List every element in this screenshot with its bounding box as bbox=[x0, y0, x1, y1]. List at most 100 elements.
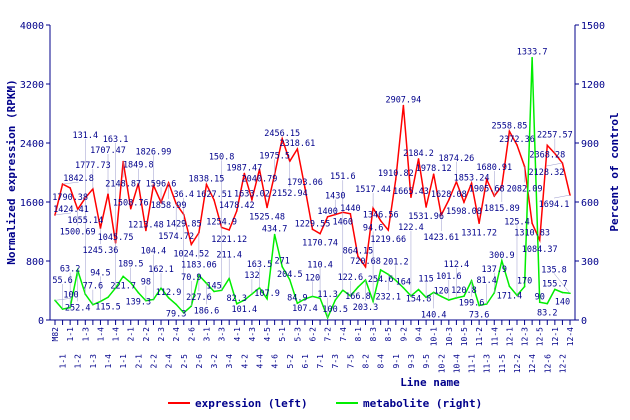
data-point bbox=[304, 298, 306, 300]
x-tick-label: 7-2 bbox=[324, 327, 333, 342]
data-label: 2372.36 bbox=[499, 135, 535, 145]
data-point bbox=[493, 292, 496, 294]
data-label: 77.6 bbox=[83, 282, 103, 292]
data-label: 1874.26 bbox=[438, 154, 474, 164]
x-tick-label: 2-6 bbox=[187, 327, 196, 342]
data-point bbox=[417, 288, 420, 291]
data-label: 1024.52 bbox=[173, 249, 209, 259]
data-label: 1254.9 bbox=[206, 217, 237, 227]
y-left-tick-label: 4000 bbox=[20, 21, 44, 32]
data-point bbox=[167, 296, 170, 299]
data-label: 122.6 bbox=[338, 273, 364, 283]
data-label: 132 bbox=[244, 271, 259, 281]
data-label: 1665.43 bbox=[393, 187, 429, 197]
data-label: 2318.61 bbox=[279, 139, 315, 149]
data-point bbox=[425, 206, 427, 208]
data-label: 720.68 bbox=[350, 257, 381, 267]
data-label: 227.6 bbox=[186, 293, 212, 303]
data-point bbox=[485, 178, 488, 181]
data-label: 252.4 bbox=[65, 303, 91, 313]
data-label: 107.4 bbox=[292, 304, 318, 314]
data-label: 154.8 bbox=[406, 295, 432, 305]
data-point bbox=[288, 278, 291, 281]
label-leader bbox=[62, 181, 79, 185]
data-label: 232.1 bbox=[375, 292, 401, 302]
x-tick-label: 4-4 bbox=[255, 354, 264, 369]
x-tick-label: 12-6 bbox=[543, 354, 552, 373]
data-point bbox=[296, 302, 299, 305]
x-tick-label: 2-4 bbox=[165, 354, 174, 369]
data-label: 1910.82 bbox=[378, 169, 414, 179]
data-point bbox=[341, 289, 344, 291]
x-tick-label: 12-5 bbox=[536, 327, 545, 346]
x-tick-label: 12-4 bbox=[528, 354, 537, 373]
data-point bbox=[258, 287, 261, 289]
data-point bbox=[364, 266, 367, 268]
y-right-tick-label: 600 bbox=[581, 198, 599, 209]
data-point bbox=[440, 295, 443, 298]
data-label: 1853.24 bbox=[454, 173, 490, 183]
data-label: 98 bbox=[141, 278, 151, 288]
data-label: 120 bbox=[305, 273, 320, 283]
data-label: 63.2 bbox=[60, 265, 80, 275]
data-point bbox=[554, 288, 556, 291]
x-tick-label: 4-6 bbox=[271, 354, 280, 369]
data-label: 1975.5 bbox=[259, 151, 290, 161]
x-tick-label: 9-5 bbox=[422, 354, 431, 369]
x-tick-label: 8-4 bbox=[377, 354, 386, 369]
y-right-tick-label: 900 bbox=[581, 139, 599, 150]
data-point bbox=[160, 287, 162, 289]
data-label: 151.6 bbox=[330, 172, 356, 182]
x-tick-label: 5-1 bbox=[278, 327, 287, 342]
x-tick-label: 2-3 bbox=[157, 327, 166, 342]
data-label: 1219.66 bbox=[370, 235, 406, 245]
data-point bbox=[417, 158, 420, 160]
x-tick-label: 1-1 bbox=[59, 354, 68, 369]
data-label: 115 bbox=[418, 274, 433, 284]
data-point bbox=[478, 222, 480, 225]
data-label: 2148.87 bbox=[105, 180, 141, 190]
data-label: 163.5 bbox=[247, 260, 273, 270]
data-label: 186.6 bbox=[194, 306, 220, 316]
data-label: 164 bbox=[396, 278, 411, 288]
data-point bbox=[251, 293, 253, 295]
data-point bbox=[243, 299, 246, 301]
data-point bbox=[266, 206, 268, 209]
data-point bbox=[258, 168, 261, 171]
x-tick-label: 12-2 bbox=[513, 354, 522, 373]
data-label: 189.5 bbox=[118, 260, 144, 270]
x-tick-label: 1-1 bbox=[66, 327, 75, 342]
data-label: 1170.74 bbox=[302, 239, 338, 249]
data-point bbox=[432, 173, 435, 175]
data-point bbox=[228, 229, 230, 231]
x-tick-label: 3-1 bbox=[202, 327, 211, 342]
data-label: 1627.51 bbox=[196, 190, 232, 200]
data-label: 1517.44 bbox=[355, 185, 391, 195]
x-tick-label: 9-2 bbox=[399, 327, 408, 342]
data-label: 1531.96 bbox=[408, 212, 444, 222]
data-label: 90 bbox=[535, 292, 545, 302]
data-point bbox=[448, 199, 450, 201]
data-label: 84.9 bbox=[287, 293, 307, 303]
data-point bbox=[357, 255, 359, 258]
x-tick-label: 8-2 bbox=[362, 354, 371, 369]
y-left-label: Normalized expression (RPKM) bbox=[5, 79, 18, 264]
x-tick-label: 11-1 bbox=[468, 354, 477, 373]
data-point bbox=[84, 293, 87, 295]
data-label: 2152.94 bbox=[272, 189, 308, 199]
x-tick-label: 2-2 bbox=[142, 327, 151, 342]
data-label: 1842.8 bbox=[63, 174, 94, 184]
data-label: 1790.38 bbox=[52, 193, 88, 203]
data-label: 140 bbox=[555, 297, 570, 307]
data-point bbox=[235, 210, 238, 212]
data-point bbox=[281, 265, 284, 268]
x-tick-label: 4-1 bbox=[233, 327, 242, 342]
data-label: 120 bbox=[434, 286, 449, 296]
x-tick-label: 11-2 bbox=[475, 327, 484, 346]
data-label: 1858.99 bbox=[151, 201, 187, 211]
data-point bbox=[243, 172, 246, 175]
data-point bbox=[311, 228, 314, 231]
data-point bbox=[501, 260, 503, 262]
data-point bbox=[114, 287, 117, 289]
